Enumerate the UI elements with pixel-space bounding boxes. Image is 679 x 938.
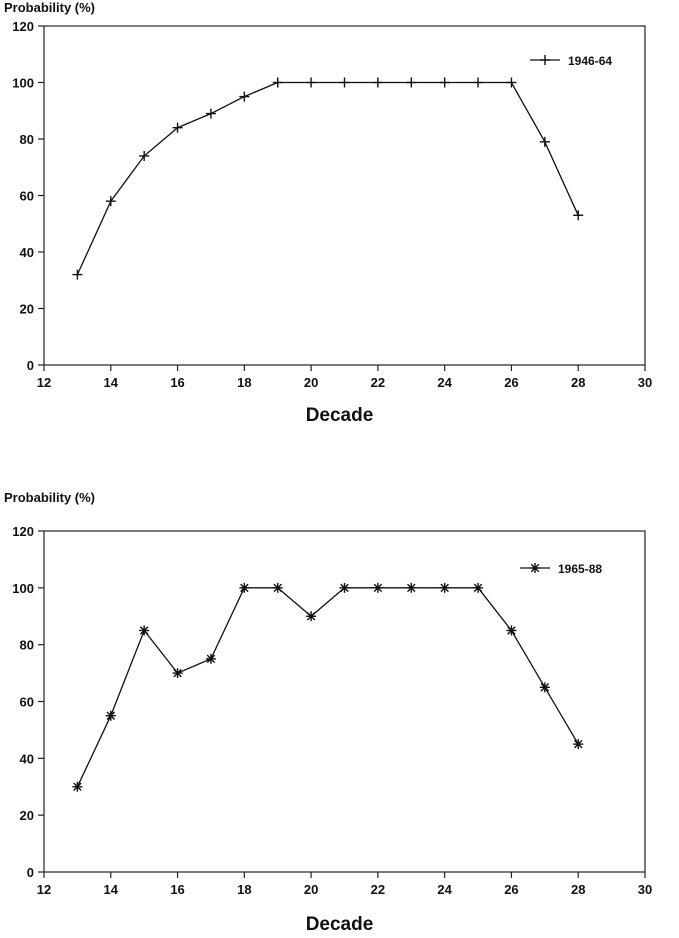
data-point	[239, 91, 250, 102]
data-point	[105, 710, 116, 721]
data-point	[272, 582, 283, 593]
data-point	[139, 150, 150, 161]
data-point	[272, 77, 283, 88]
data-point	[406, 582, 417, 593]
y-tick-label: 120	[12, 19, 34, 34]
x-tick-label: 12	[37, 375, 51, 390]
y-tick-label: 40	[20, 245, 34, 260]
chart-top: Probability (%) 0 20 40 60 80 100 120 12 14 16 18 2…	[0, 0, 679, 450]
x-tick-label: 12	[37, 882, 51, 897]
x-tick-label: 28	[571, 882, 585, 897]
data-point	[205, 653, 216, 664]
series-line	[76, 81, 579, 275]
chart-bottom-plot: 0 20 40 60 80 100 120 12 14 16 18 20 22 24 26 28 30 1965-…	[12, 524, 652, 897]
x-tick-label: 22	[371, 882, 385, 897]
x-tick-label: 18	[237, 375, 251, 390]
y-axis-label: Probability (%)	[4, 0, 96, 15]
x-tick-label: 22	[371, 375, 385, 390]
y-tick-label: 60	[20, 695, 34, 710]
data-point	[172, 122, 183, 133]
data-point	[339, 77, 350, 88]
chart-bottom: Probability (%) 0 20 40 60 80 100 120 12 14 16 18 2…	[0, 470, 679, 938]
y-tick-label: 0	[27, 865, 34, 880]
x-tick-label: 30	[638, 882, 652, 897]
data-point	[372, 582, 383, 593]
x-tick-label: 30	[638, 375, 652, 390]
data-point	[473, 77, 484, 88]
y-tick-label: 100	[12, 581, 34, 596]
data-point	[439, 77, 450, 88]
legend-label: 1946-64	[568, 54, 612, 68]
data-point	[573, 210, 584, 221]
data-point	[72, 781, 83, 792]
y-tick-label: 60	[20, 189, 34, 204]
legend-label: 1965-88	[558, 562, 602, 576]
chart-top-plot: 0 20 40 60 80 100 120 12 14 16 18 20 22 24 26 28 30 1946-…	[12, 19, 652, 390]
series-line	[76, 587, 579, 788]
x-tick-label: 24	[437, 882, 452, 897]
data-point	[339, 582, 350, 593]
y-tick-label: 0	[27, 358, 34, 373]
data-point	[372, 77, 383, 88]
data-point	[506, 625, 517, 636]
x-tick-label: 20	[304, 375, 318, 390]
x-tick-label: 16	[170, 375, 184, 390]
data-point	[539, 682, 550, 693]
plot-frame	[43, 25, 646, 366]
y-tick-label: 80	[20, 132, 34, 147]
y-tick-label: 100	[12, 76, 34, 91]
data-point	[506, 77, 517, 88]
data-point	[306, 77, 317, 88]
plot-frame	[43, 530, 646, 873]
x-tick-label: 14	[104, 375, 119, 390]
y-tick-label: 40	[20, 751, 34, 766]
y-tick-label: 20	[20, 302, 34, 317]
y-tick-label: 20	[20, 808, 34, 823]
x-tick-label: 20	[304, 882, 318, 897]
legend-marker	[540, 55, 550, 65]
data-point	[406, 77, 417, 88]
x-tick-label: 26	[504, 882, 518, 897]
data-point	[72, 269, 83, 280]
x-tick-label: 24	[437, 375, 452, 390]
data-point	[473, 582, 484, 593]
y-tick-label: 80	[20, 638, 34, 653]
data-point	[105, 196, 116, 207]
data-point	[239, 582, 250, 593]
data-point	[306, 611, 317, 622]
legend-marker	[530, 563, 540, 573]
x-axis-label: Decade	[305, 405, 374, 426]
data-point	[573, 739, 584, 750]
y-axis-label: Probability (%)	[4, 490, 96, 505]
x-tick-label: 14	[104, 882, 119, 897]
x-tick-label: 16	[170, 882, 184, 897]
x-tick-label: 28	[571, 375, 585, 390]
x-tick-label: 26	[504, 375, 518, 390]
data-point	[139, 625, 150, 636]
y-tick-label: 120	[12, 524, 34, 539]
x-axis-label: Decade	[305, 914, 374, 935]
data-point	[539, 136, 550, 147]
data-point	[205, 108, 216, 119]
x-tick-label: 18	[237, 882, 251, 897]
data-point	[172, 668, 183, 679]
data-point	[439, 582, 450, 593]
